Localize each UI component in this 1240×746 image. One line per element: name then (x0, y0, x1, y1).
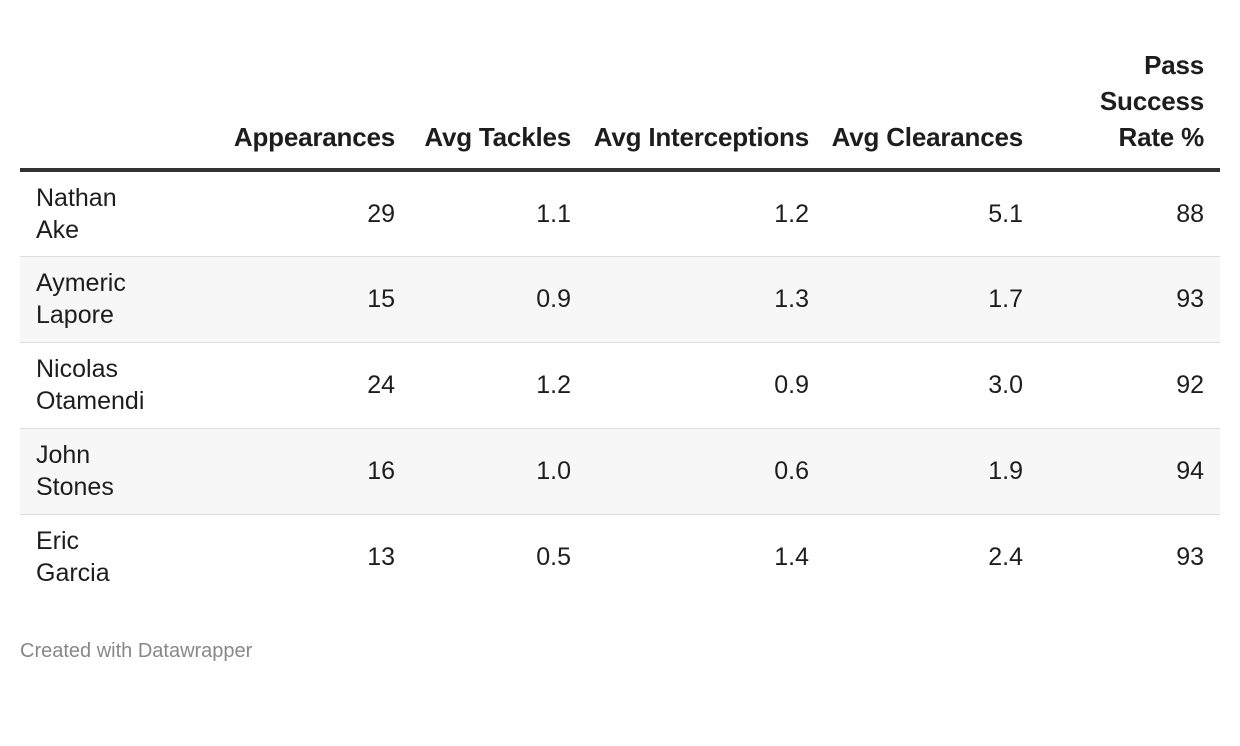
pass-success-rate-cell: 92 (1039, 342, 1220, 429)
table-row: John Stones 16 1.0 0.6 1.9 94 (20, 428, 1220, 515)
appearances-cell: 29 (160, 170, 411, 257)
appearances-cell: 24 (160, 342, 411, 429)
player-name: Aymeric Lapore (20, 256, 160, 343)
avg-interceptions-cell: 0.9 (587, 342, 825, 429)
avg-tackles-cell: 0.9 (411, 256, 587, 343)
avg-interceptions-cell: 0.6 (587, 428, 825, 515)
pass-success-rate-cell: 88 (1039, 170, 1220, 257)
player-name: John Stones (20, 428, 160, 515)
avg-tackles-cell: 0.5 (536, 543, 571, 572)
table-body: Nathan Ake 29 1.1 1.2 5.1 88 Aymeric Lap… (20, 170, 1220, 600)
pass-success-rate-cell: 94 (1039, 428, 1220, 515)
header-pass-success-rate: Pass Success Rate % (1039, 0, 1220, 172)
footer-credit: Created with Datawrapper (20, 640, 253, 662)
pass-success-rate-cell: 93 (1039, 256, 1220, 343)
table-row: Aymeric Lapore 15 0.9 1.3 1.7 93 (20, 256, 1220, 343)
appearances-cell: 16 (160, 428, 411, 515)
avg-clearances-cell: 3.0 (825, 342, 1039, 429)
pass-success-rate-cell: 93 (1176, 543, 1204, 572)
header-appearances: Appearances (160, 0, 411, 172)
avg-clearances-cell: 5.1 (825, 170, 1039, 257)
header-avg-tackles: Avg Tackles (411, 0, 587, 172)
avg-interceptions-cell: 1.2 (587, 170, 825, 257)
data-table-container: Appearances Avg Tackles Avg Interception… (20, 0, 1220, 600)
data-table: Appearances Avg Tackles Avg Interception… (20, 0, 1220, 600)
header-avg-clearances: Avg Clearances (825, 0, 1039, 172)
avg-clearances-cell: 2.4 (988, 543, 1023, 572)
avg-clearances-cell: 1.9 (825, 428, 1039, 515)
player-name: Eric Garcia (36, 527, 110, 588)
table-row: Eric Garcia 13 0.5 1.4 2.4 93 (20, 514, 1220, 600)
avg-interceptions-cell: 1.3 (587, 256, 825, 343)
table-row: Nathan Ake 29 1.1 1.2 5.1 88 (20, 170, 1220, 257)
header-avg-interceptions: Avg Interceptions (587, 0, 825, 172)
player-name: Nicolas Otamendi (20, 342, 160, 429)
avg-tackles-cell: 1.1 (411, 170, 587, 257)
table-row: Nicolas Otamendi 24 1.2 0.9 3.0 92 (20, 342, 1220, 429)
avg-clearances-cell: 1.7 (825, 256, 1039, 343)
appearances-cell: 13 (367, 543, 395, 572)
player-name: Nathan Ake (20, 170, 160, 257)
avg-tackles-cell: 1.2 (411, 342, 587, 429)
appearances-cell: 15 (160, 256, 411, 343)
header-name (20, 0, 160, 172)
table-header: Appearances Avg Tackles Avg Interception… (20, 0, 1220, 172)
avg-interceptions-cell: 1.4 (774, 543, 809, 572)
header-row: Appearances Avg Tackles Avg Interception… (20, 0, 1220, 172)
avg-tackles-cell: 1.0 (411, 428, 587, 515)
